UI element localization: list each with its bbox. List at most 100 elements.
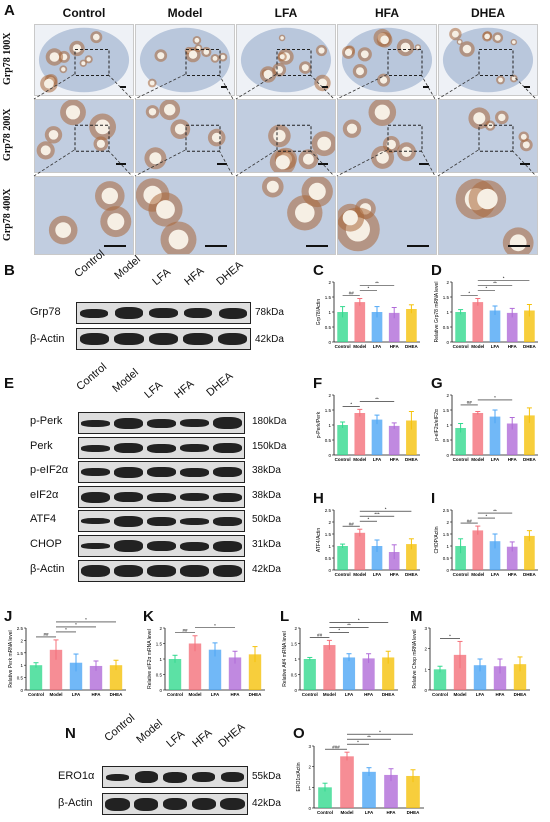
chart-j-bar-model [49,649,63,690]
chart-l: 0 0.5 1 1.5 2 Relative Atf4 mRNA level Control… [282,618,398,697]
blot-e-size-eif2-: 38kDa [252,490,281,501]
blot-e-chop-band-2 [114,540,143,552]
chart-f-category-label: HFA [390,457,400,462]
blot-e-p-perk-band-2 [114,417,143,429]
chart-d-category-label: DHEA [523,344,537,349]
chart-j-tick-label: 2 [20,638,23,643]
blot-e--actin-band-3 [147,565,176,577]
chart-h-category-label: DHEA [405,572,419,577]
chart-j-category-label: DHEA [110,692,124,697]
chart-h-ylabel: ATF4/Actin [316,528,322,553]
chart-c-category-label: HFA [390,344,400,349]
chart-k-bar-lfa [208,649,222,690]
chart-j-tick-label: 1.5 [17,651,24,656]
chart-o-tick-label: 0 [308,806,311,811]
micrograph-r2-hfa [337,99,437,173]
scale-bar [407,245,429,247]
micrograph-r3-control [34,176,134,255]
blot-e-eif2--band-1 [81,491,110,503]
chart-i-bar-model [472,530,484,570]
chart-d-ylabel: Relative Grp78 mRNA level [434,282,440,343]
chart-i-category-label: Control [453,572,469,577]
blot-n-actin-band-4 [191,797,217,811]
chart-k-tick-label: 0.5 [156,673,163,678]
blot-e-perk-band-3 [147,443,176,453]
chart-l-category-label: DHEA [382,692,396,697]
chart-o-bar-hfa [384,774,398,808]
chart-o-bar-model [340,756,354,808]
blot-e-perk-band-1 [81,444,110,452]
chart-j-sig-label: * [85,617,87,622]
chart-f-sig-label: ** [375,397,379,402]
chart-c-bar-lfa [371,312,383,342]
panel-label-f: F [313,375,323,392]
chart-f-tick-label: 0 [328,453,331,458]
chart-j-tick-label: 2.5 [17,626,24,631]
chart-l-tick-label: 0 [294,688,297,693]
chart-d-bar-dhea [524,310,535,342]
blot-e--actin-band-1 [81,565,110,577]
micrograph-r1-lfa [236,24,336,96]
blot-e-label-atf4: ATF4 [30,513,57,525]
chart-i-category-label: DHEA [523,572,537,577]
chart-g-bar-model [472,413,484,455]
panel-label-m: M [410,608,423,625]
chart-j-tick-label: 1 [20,663,23,668]
blot-b-actin-band-3 [148,332,179,346]
blot-b-actin-band-2 [114,332,144,346]
chart-c-category-label: Control [335,344,351,349]
chart-h-bar-hfa [388,552,400,570]
chart-i-category-label: HFA [508,572,518,577]
blot-e-size-atf4: 50kDa [252,514,281,525]
panel-label-l: L [280,608,290,625]
panel-label-c: C [313,262,324,279]
chart-h-sig-label: ## [349,521,355,526]
chart-g-tick-label: 2 [446,393,449,398]
micrograph-r1-hfa [337,24,437,96]
chart-k-tick-label: 2 [159,626,162,631]
blot-e-atf4-band-2 [114,515,143,527]
scale-bar [520,163,530,165]
histology-col-lfa: LFA [274,6,298,20]
chart-m-bar-hfa [493,666,507,690]
chart-k-category-label: LFA [211,692,220,697]
chart-h-sig-label: *** [374,511,380,516]
chart-h-tick-label: 0.5 [325,556,332,561]
chart-l-tick-label: 0.5 [291,673,298,678]
chart-k-sig-label: ## [182,628,188,633]
chart-l-tick-label: 1.5 [291,642,298,647]
blot-e-size-p-perk: 180kDa [252,416,287,427]
chart-j-ylabel: Relative Perk mRNA level [8,630,14,687]
chart-f-category-label: Model [353,457,366,462]
blot-n-size-actin: 42kDa [252,798,281,809]
panel-label-k: K [143,608,154,625]
chart-h-category-label: LFA [373,572,382,577]
chart-j-tick-label: 0 [20,688,23,693]
chart-k-bar-control [168,659,182,690]
blot-b-strip-actin [76,328,251,350]
blot-e-size-p-eif2-: 38kDa [252,465,281,476]
chart-k-sig-label: * [214,623,216,628]
micrograph-r1-model [135,24,235,96]
blot-e-chop-band-5 [213,540,242,552]
chart-g-category-label: DHEA [523,457,537,462]
blot-e-perk-band-2 [114,443,143,453]
chart-i-sig-label: ** [493,508,497,513]
micrograph-r2-lfa [236,99,336,173]
chart-d-tick-label: 0.5 [443,325,450,330]
chart-o-sig-label: ### [332,744,340,749]
chart-l-sig-label: ** [347,623,351,628]
blot-b-label-grp78: Grp78 [30,306,61,318]
chart-c-bar-model [354,302,366,342]
chart-h-category-label: Control [335,572,351,577]
chart-m-tick-label: 0 [424,688,427,693]
chart-j-sig-label: ## [43,632,49,637]
chart-o-sig-label: ** [367,734,371,739]
blot-e-label-chop: CHOP [30,538,62,550]
blot-b-actin-band-1 [79,333,109,345]
panel-label-a: A [4,2,15,19]
chart-j-tick-label: 0.5 [17,676,24,681]
chart-m-bar-control [433,669,447,690]
scale-bar [524,86,530,88]
